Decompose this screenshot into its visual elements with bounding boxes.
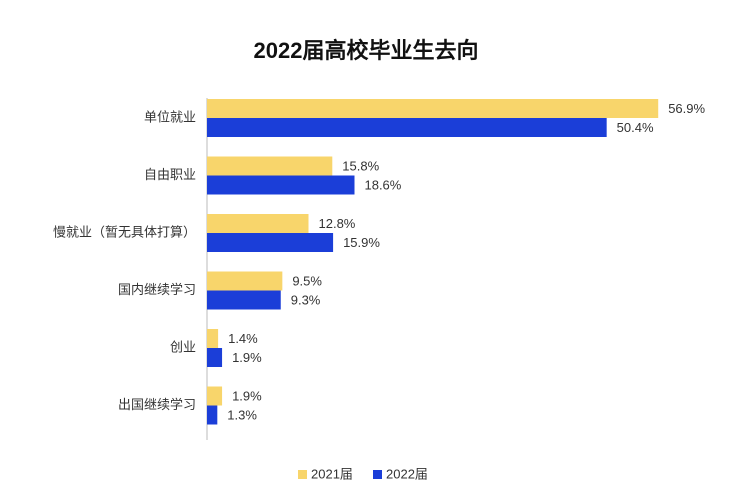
data-label: 15.9% <box>343 235 380 250</box>
legend-swatch <box>298 470 307 479</box>
data-label: 50.4% <box>617 120 654 135</box>
data-label: 18.6% <box>364 177 401 192</box>
category-label: 自由职业 <box>144 167 196 182</box>
data-label: 9.5% <box>292 273 322 288</box>
legend-label: 2021届 <box>311 466 353 481</box>
chart-title: 2022届高校毕业生去向 <box>254 38 479 63</box>
data-label: 1.3% <box>227 407 257 422</box>
category-label: 单位就业 <box>144 109 196 124</box>
category-label: 出国继续学习 <box>118 397 196 412</box>
bar <box>207 99 659 118</box>
data-label: 12.8% <box>319 216 356 231</box>
bar <box>207 290 281 310</box>
bar <box>207 233 334 252</box>
category-label: 国内继续学习 <box>118 282 196 297</box>
bar <box>207 386 223 406</box>
bar <box>207 214 309 233</box>
category-label: 创业 <box>170 339 196 354</box>
data-label: 1.4% <box>228 331 258 346</box>
bar <box>207 405 218 425</box>
data-label: 9.3% <box>291 292 321 307</box>
bar <box>207 175 355 195</box>
data-label: 1.9% <box>232 350 262 365</box>
legend-swatch <box>373 470 382 479</box>
data-label: 1.9% <box>232 388 262 403</box>
bar <box>207 329 219 348</box>
bar <box>207 156 333 176</box>
category-label: 慢就业（暂无具体打算） <box>53 224 196 239</box>
bar <box>207 118 607 137</box>
bar <box>207 348 223 367</box>
data-label: 56.9% <box>668 101 705 116</box>
data-label: 15.8% <box>342 158 379 173</box>
legend-label: 2022届 <box>386 466 428 481</box>
bar <box>207 271 283 291</box>
